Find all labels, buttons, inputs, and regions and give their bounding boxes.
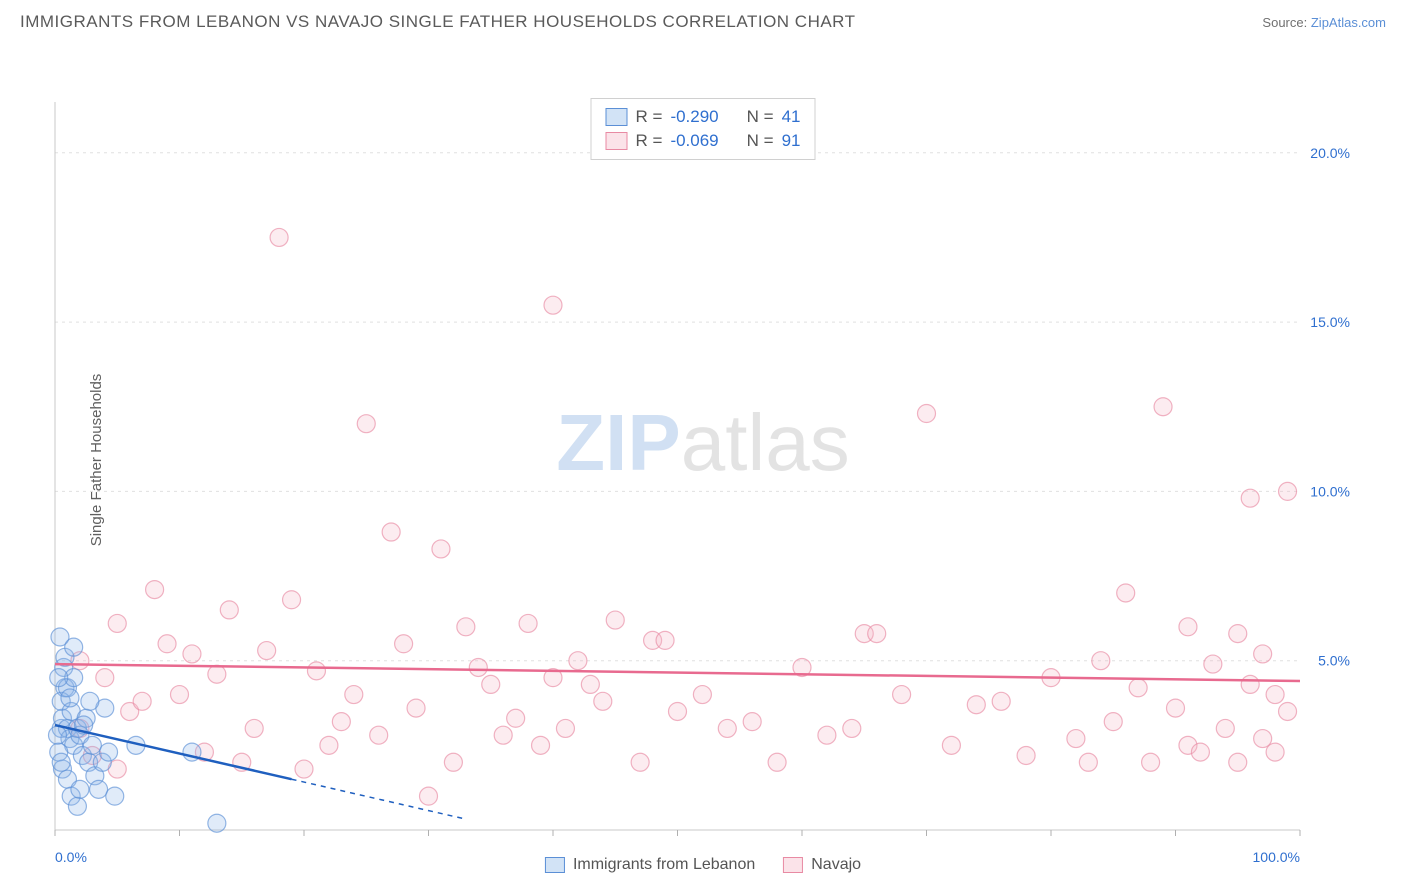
svg-text:5.0%: 5.0% [1318,653,1350,669]
chart-title: IMMIGRANTS FROM LEBANON VS NAVAJO SINGLE… [20,12,856,32]
svg-text:15.0%: 15.0% [1310,314,1350,330]
legend-item-navajo: Navajo [783,856,861,874]
svg-text:10.0%: 10.0% [1310,483,1350,499]
legend-n-label: N = [747,107,774,127]
legend-swatch-navajo [783,857,803,873]
legend-n-label: N = [747,131,774,151]
legend-swatch-lebanon [606,108,628,126]
y-axis-label: Single Father Households [88,374,105,547]
legend-swatch-navajo [606,132,628,150]
chart-header: IMMIGRANTS FROM LEBANON VS NAVAJO SINGLE… [0,0,1406,40]
scatter-plot: 5.0% 10.0% 15.0% 20.0% 0.0% 100.0% [0,40,1406,880]
legend-swatch-lebanon [545,857,565,873]
legend-label-lebanon: Immigrants from Lebanon [573,856,755,874]
legend-label-navajo: Navajo [811,856,861,874]
source-attribution: Source: ZipAtlas.com [1262,15,1386,30]
legend-item-lebanon: Immigrants from Lebanon [545,856,755,874]
legend-r-label: R = [636,131,663,151]
legend-r-value-navajo: -0.069 [670,131,718,151]
legend-row-lebanon: R = -0.290 N = 41 [606,105,801,129]
svg-text:20.0%: 20.0% [1310,145,1350,161]
svg-text:100.0%: 100.0% [1253,849,1300,865]
legend-r-value-lebanon: -0.290 [670,107,718,127]
svg-text:0.0%: 0.0% [55,849,87,865]
chart-area: Single Father Households ZIPatlas 5.0%10… [0,40,1406,880]
legend-n-value-lebanon: 41 [782,107,801,127]
legend-n-value-navajo: 91 [782,131,801,151]
source-label: Source: [1262,15,1307,30]
correlation-legend: R = -0.290 N = 41 R = -0.069 N = 91 [591,98,816,160]
legend-r-label: R = [636,107,663,127]
series-legend: Immigrants from Lebanon Navajo [545,856,861,874]
source-link[interactable]: ZipAtlas.com [1311,15,1386,30]
legend-row-navajo: R = -0.069 N = 91 [606,129,801,153]
